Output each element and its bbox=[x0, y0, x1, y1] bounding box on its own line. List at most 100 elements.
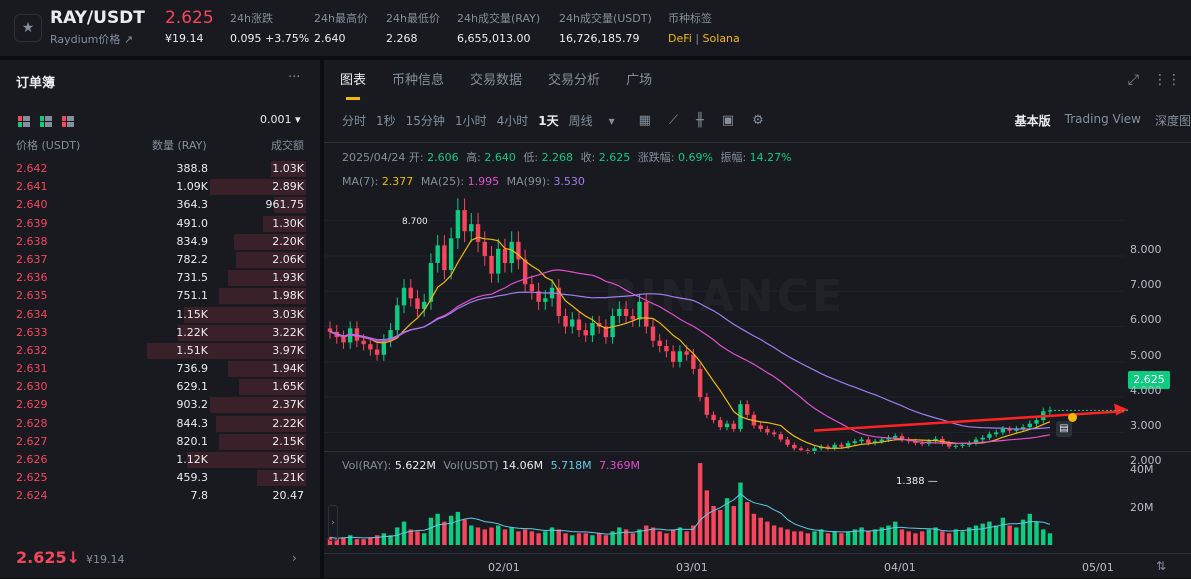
indicator-icon[interactable]: ⟋ bbox=[668, 113, 679, 128]
ask-total: 2.37K bbox=[272, 398, 304, 412]
tag-solana[interactable]: Solana bbox=[702, 32, 740, 45]
interval-1w[interactable]: 周线 bbox=[568, 114, 593, 128]
interval-1h[interactable]: 1小时 bbox=[454, 114, 487, 128]
ask-row[interactable]: 2.637 782.2 2.06K bbox=[0, 251, 320, 269]
more-options-icon[interactable]: ··· bbox=[288, 70, 301, 85]
ask-row[interactable]: 2.630 629.1 1.65K bbox=[0, 378, 320, 396]
candle-body bbox=[812, 448, 817, 452]
open-label: 开: bbox=[408, 151, 424, 164]
ask-total: 2.22K bbox=[272, 416, 304, 430]
volume-bar bbox=[536, 533, 541, 545]
tag-defi[interactable]: DeFi bbox=[668, 32, 692, 45]
candle-body bbox=[516, 241, 521, 260]
calendar-icon[interactable]: ▦ bbox=[638, 113, 651, 128]
view-tradingview[interactable]: Trading View bbox=[1064, 112, 1141, 126]
ask-row[interactable]: 2.638 834.9 2.20K bbox=[0, 233, 320, 251]
interval-1d[interactable]: 1天 bbox=[538, 114, 559, 128]
interval-1s[interactable]: 1秒 bbox=[376, 114, 396, 128]
interval-4h[interactable]: 4小时 bbox=[496, 114, 529, 128]
ask-row[interactable]: 2.625 459.3 1.21K bbox=[0, 469, 320, 487]
candle-body bbox=[765, 428, 770, 433]
ask-row[interactable]: 2.626 1.12K 2.95K bbox=[0, 451, 320, 469]
volume-bar bbox=[509, 527, 514, 545]
ma7-value: 2.377 bbox=[381, 175, 414, 188]
tab-trading-analysis[interactable]: 交易分析 bbox=[548, 73, 601, 88]
volume-legend: Vol(RAY): 5.622M Vol(USDT) 14.06M 5.718M… bbox=[342, 459, 640, 472]
volume-bar bbox=[435, 513, 440, 545]
volume-bar bbox=[987, 521, 992, 545]
ask-total: 1.30K bbox=[272, 216, 304, 230]
candle-type-icon[interactable]: ╫ bbox=[696, 113, 704, 128]
volume-bar bbox=[677, 527, 683, 545]
coin-info-link[interactable]: Raydium价格 ↗ bbox=[50, 33, 134, 46]
chart-svg bbox=[324, 198, 1128, 545]
volume-bar bbox=[563, 533, 568, 545]
precision-select[interactable]: 0.001 ▾ bbox=[260, 113, 301, 126]
depth-bar bbox=[227, 270, 306, 287]
ask-row[interactable]: 2.641 1.09K 2.89K bbox=[0, 178, 320, 196]
ask-price: 2.640 bbox=[16, 198, 48, 212]
ask-row[interactable]: 2.635 751.1 1.98K bbox=[0, 287, 320, 305]
ask-quantity: 782.2 bbox=[176, 252, 209, 266]
ask-row[interactable]: 2.642 388.8 1.03K bbox=[0, 160, 320, 178]
tab-trading-data[interactable]: 交易数据 bbox=[470, 73, 523, 88]
orderbook-both-view-icon[interactable] bbox=[18, 116, 30, 127]
view-basic[interactable]: 基本版 bbox=[1014, 114, 1051, 128]
ask-row[interactable]: 2.629 903.2 2.37K bbox=[0, 396, 320, 414]
fullscreen-icon[interactable]: ⤢ bbox=[1127, 72, 1139, 88]
depth-bar bbox=[178, 324, 306, 341]
candle-body bbox=[529, 284, 535, 292]
ask-row[interactable]: 2.636 731.5 1.93K bbox=[0, 269, 320, 287]
ask-row[interactable]: 2.640 364.3 961.75 bbox=[0, 196, 320, 214]
orderbook-bids-view-icon[interactable] bbox=[40, 116, 52, 127]
last-price: 2.625 bbox=[165, 8, 214, 28]
ask-row[interactable]: 2.627 820.1 2.15K bbox=[0, 433, 320, 451]
volume-bar bbox=[408, 529, 413, 545]
ask-row[interactable]: 2.639 491.0 1.30K bbox=[0, 215, 320, 233]
chart-panel: 图表 币种信息 交易数据 交易分析 广场 ⤢ ⋮⋮ 分时 1秒 15分钟 1小时… bbox=[324, 60, 1191, 578]
y-tick: 5.000 bbox=[1130, 349, 1162, 362]
tab-chart[interactable]: 图表 bbox=[340, 60, 366, 100]
interval-timeline[interactable]: 分时 bbox=[342, 114, 367, 128]
axis-settings-icon[interactable]: ⇅ bbox=[1156, 559, 1167, 573]
ask-row[interactable]: 2.631 736.9 1.94K bbox=[0, 360, 320, 378]
kline-chart[interactable]: BINANCE 2025/04/24 开: 2.606 高: 2.640 低: … bbox=[324, 142, 1191, 578]
ask-row[interactable]: 2.633 1.22K 3.22K bbox=[0, 324, 320, 342]
y-tick: 2.000 bbox=[1130, 454, 1162, 467]
trading-pair-title[interactable]: RAY/USDT bbox=[50, 8, 145, 28]
y-tick: 7.000 bbox=[1130, 278, 1162, 291]
layers-icon[interactable]: ▤ bbox=[1056, 421, 1072, 437]
ask-row[interactable]: 2.632 1.51K 3.97K bbox=[0, 342, 320, 360]
y-tick: 8.000 bbox=[1130, 243, 1162, 256]
candle-body bbox=[556, 287, 561, 316]
ask-quantity: 834.9 bbox=[176, 234, 209, 248]
candle-body bbox=[650, 326, 656, 341]
volume-bar bbox=[576, 533, 582, 545]
tab-coin-info[interactable]: 币种信息 bbox=[392, 73, 445, 88]
favorite-star-icon[interactable]: ★ bbox=[14, 14, 42, 42]
candle-body bbox=[327, 328, 333, 332]
grid-icon[interactable]: ⋮⋮ bbox=[1153, 72, 1181, 88]
trend-arrow-head bbox=[1114, 403, 1128, 416]
pane-separator[interactable] bbox=[324, 451, 1191, 452]
tools-icon[interactable]: ▣ bbox=[721, 113, 735, 128]
interval-15m[interactable]: 15分钟 bbox=[405, 114, 445, 128]
settings-gear-icon[interactable]: ⚙ bbox=[752, 113, 764, 128]
more-intervals-dropdown[interactable]: ▾ bbox=[608, 113, 615, 128]
ask-row[interactable]: 2.634 1.15K 3.03K bbox=[0, 306, 320, 324]
view-depth[interactable]: 深度图 bbox=[1154, 114, 1191, 128]
vol-usdt-label: Vol(USDT) bbox=[443, 459, 499, 472]
ask-row[interactable]: 2.628 844.3 2.22K bbox=[0, 415, 320, 433]
ask-total: 1.03K bbox=[272, 162, 304, 175]
volume-bar bbox=[549, 527, 555, 545]
stat-label: 24h成交量(USDT) bbox=[559, 12, 652, 25]
volume-bar bbox=[852, 529, 858, 545]
ask-row[interactable]: 2.624 7.8 20.47 bbox=[0, 487, 320, 505]
tab-square[interactable]: 广场 bbox=[626, 73, 653, 88]
orderbook-asks-view-icon[interactable] bbox=[62, 116, 74, 127]
volume-bar bbox=[785, 529, 790, 545]
ask-total: 20.47 bbox=[272, 489, 305, 503]
collapse-pane-button[interactable]: › bbox=[328, 505, 338, 541]
more-arrow-icon[interactable]: › bbox=[292, 551, 297, 565]
amplitude-value: 14.27% bbox=[749, 151, 792, 164]
